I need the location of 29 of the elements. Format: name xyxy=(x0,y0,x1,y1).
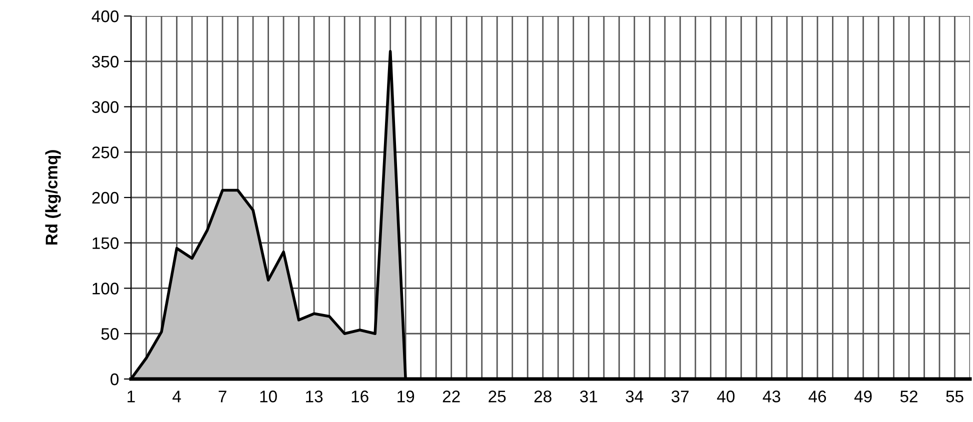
x-tick-label: 19 xyxy=(398,390,414,402)
y-tick-label: 300 xyxy=(92,101,119,113)
y-tick-label: 0 xyxy=(110,373,119,386)
y-tick-label: 250 xyxy=(92,146,119,158)
x-tick-label: 4 xyxy=(172,390,181,402)
y-tick-label: 150 xyxy=(92,237,119,250)
y-tick-label: 200 xyxy=(92,192,119,204)
x-tick-label: 28 xyxy=(534,390,552,402)
x-tick-label: 22 xyxy=(442,390,460,402)
x-tick-label: 31 xyxy=(580,390,598,402)
y-tick-label: 350 xyxy=(92,56,119,68)
x-tick-label: 55 xyxy=(946,390,964,402)
x-tick-label: 37 xyxy=(672,390,689,402)
x-tick-label: 40 xyxy=(717,390,735,402)
x-tick-label: 52 xyxy=(900,390,918,402)
x-tick-label: 10 xyxy=(260,390,277,402)
x-tick-label: 43 xyxy=(762,390,780,402)
x-tick-label: 25 xyxy=(488,390,506,402)
y-axis-title: Rd (kg/cmq) xyxy=(45,150,61,245)
x-tick-label: 1 xyxy=(128,390,135,402)
x-tick-label: 7 xyxy=(218,390,226,402)
x-tick-label: 16 xyxy=(352,390,368,402)
y-tick-label: 100 xyxy=(92,282,119,294)
x-tick-label: 34 xyxy=(626,390,644,402)
y-tick-label: 50 xyxy=(101,328,119,340)
x-tick-label: 46 xyxy=(808,390,826,402)
y-tick-label: 400 xyxy=(92,10,119,22)
x-tick-label: 13 xyxy=(306,390,323,402)
x-tick-label: 49 xyxy=(854,390,872,402)
